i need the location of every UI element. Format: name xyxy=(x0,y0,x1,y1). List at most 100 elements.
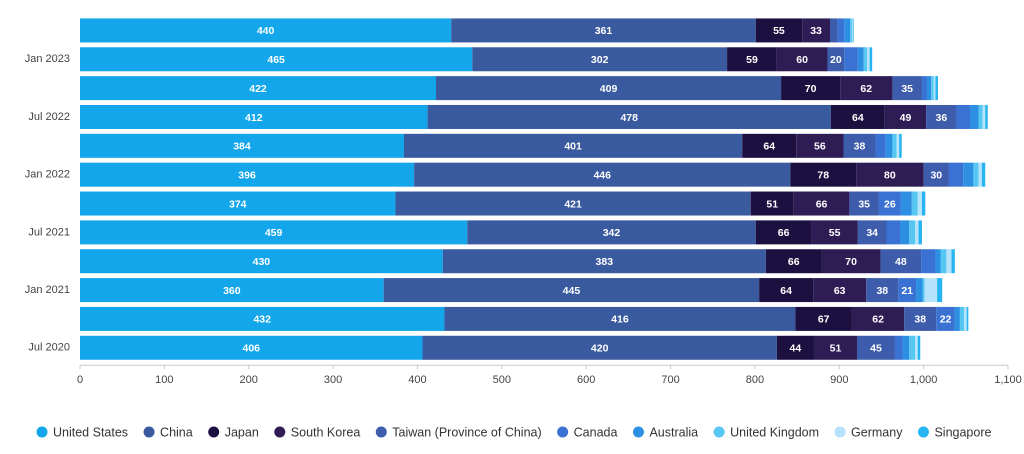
bar-segment xyxy=(383,278,760,303)
bar-segment xyxy=(954,306,960,331)
value-label: 342 xyxy=(603,227,621,239)
bar-segment xyxy=(909,220,916,245)
bar-segment xyxy=(856,162,924,187)
legend-swatch xyxy=(557,426,569,438)
bar-segment xyxy=(414,162,791,187)
value-label: 396 xyxy=(238,169,256,181)
legend-label: United Kingdom xyxy=(730,425,819,439)
bar-segment xyxy=(80,335,423,360)
bar-segment xyxy=(857,47,864,72)
legend-label: Singapore xyxy=(934,425,991,439)
value-label: 70 xyxy=(845,256,857,268)
value-label: 34 xyxy=(866,227,878,239)
value-label: 51 xyxy=(830,343,842,355)
value-label: 64 xyxy=(763,141,775,153)
bar-segment xyxy=(922,278,925,303)
bar-segment xyxy=(966,306,969,331)
bar-segment xyxy=(795,306,852,331)
bar-segment xyxy=(927,76,932,101)
value-label: 78 xyxy=(817,169,829,181)
value-label: 406 xyxy=(242,343,260,355)
bar-segment xyxy=(840,76,893,101)
x-tick-label: 500 xyxy=(493,374,511,386)
bar-segment xyxy=(926,104,957,129)
bar-segment xyxy=(827,47,845,72)
bar-segment xyxy=(935,249,941,274)
bar-segment xyxy=(931,76,934,101)
bar-segment xyxy=(935,76,938,101)
bar-segment xyxy=(956,104,971,129)
bar-segment xyxy=(900,191,912,216)
bar-segment xyxy=(80,278,384,303)
bar-segment xyxy=(892,76,922,101)
bar-segment xyxy=(837,18,845,43)
value-label: 432 xyxy=(253,314,271,326)
value-label: 459 xyxy=(265,227,283,239)
bar-segment xyxy=(924,278,938,303)
value-label: 401 xyxy=(564,141,582,153)
legend-swatch xyxy=(208,426,220,438)
value-label: 45 xyxy=(870,343,882,355)
bar-segment xyxy=(742,133,797,158)
legend-label: China xyxy=(160,425,193,439)
bar-segment xyxy=(978,104,983,129)
value-label: 383 xyxy=(596,256,614,268)
bar-segment xyxy=(844,18,851,43)
value-label: 374 xyxy=(229,198,247,210)
bar-segment xyxy=(403,133,743,158)
bar-segment xyxy=(916,278,923,303)
bar-segment xyxy=(985,104,988,129)
x-tick-label: 900 xyxy=(830,374,848,386)
bar-segment xyxy=(844,47,858,72)
legend-label: Japan xyxy=(225,425,259,439)
bar-segment xyxy=(892,133,897,158)
value-label: 64 xyxy=(780,285,792,297)
bar-segment xyxy=(80,306,445,331)
bar-segment xyxy=(442,249,766,274)
bar-segment xyxy=(863,47,868,72)
legend-label: South Korea xyxy=(291,425,361,439)
bar-segment xyxy=(467,220,756,245)
bar-segment xyxy=(917,335,921,360)
bar-segment xyxy=(80,249,443,274)
bar-segment xyxy=(451,18,756,43)
bar-segment xyxy=(900,220,910,245)
value-label: 63 xyxy=(834,285,846,297)
x-tick-label: 400 xyxy=(408,374,426,386)
bar-segment xyxy=(821,249,881,274)
bar-segment xyxy=(898,278,917,303)
x-tick-label: 0 xyxy=(77,374,83,386)
value-label: 55 xyxy=(773,25,785,37)
bar-segment xyxy=(80,47,473,72)
y-tick-label: Jul 2021 xyxy=(28,226,70,238)
bar-segment xyxy=(978,162,982,187)
bar-segment xyxy=(869,47,873,72)
bar-segment xyxy=(829,18,838,43)
value-label: 60 xyxy=(796,54,808,66)
legend-swatch xyxy=(834,426,846,438)
bar-segment xyxy=(811,220,858,245)
value-label: 430 xyxy=(253,256,271,268)
bar-segment xyxy=(793,191,850,216)
value-label: 440 xyxy=(257,25,275,37)
legend-swatch xyxy=(375,426,387,438)
bar-segment xyxy=(921,249,936,274)
bar-segment xyxy=(899,133,902,158)
bar-segment xyxy=(940,249,947,274)
bar-segment xyxy=(973,162,979,187)
bar-segment xyxy=(885,133,893,158)
value-label: 21 xyxy=(901,285,913,297)
bar-segment xyxy=(896,133,900,158)
value-label: 49 xyxy=(900,112,912,124)
bar-segment xyxy=(852,18,854,43)
legend-swatch xyxy=(713,426,725,438)
bar-segment xyxy=(963,162,974,187)
value-label: 80 xyxy=(884,169,896,181)
bar-segment xyxy=(878,191,901,216)
bar-segment xyxy=(802,18,830,43)
value-label: 38 xyxy=(876,285,888,297)
value-label: 361 xyxy=(595,25,613,37)
value-label: 48 xyxy=(895,256,907,268)
value-label: 420 xyxy=(591,343,609,355)
